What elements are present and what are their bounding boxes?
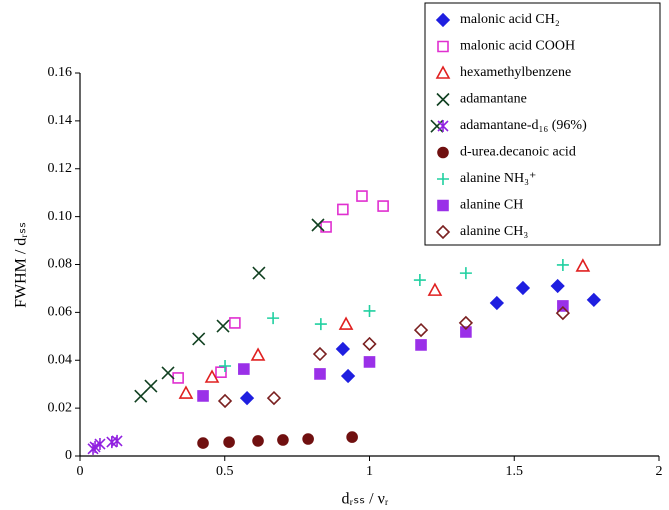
marker	[459, 267, 472, 280]
legend-label: adamantane-d₁₆ (96%)	[460, 118, 587, 133]
marker	[267, 312, 280, 325]
y-tick-label: 0.12	[48, 161, 73, 176]
legend-label: alanine CH	[460, 198, 523, 213]
marker	[217, 393, 233, 409]
legend-label: hexamethylbenzene	[460, 65, 571, 80]
y-tick-label: 0	[65, 448, 72, 463]
legend-marker	[437, 199, 449, 212]
y-axis-label: FWHM / dᵣₛₛ	[13, 222, 30, 308]
x-tick-label: 0	[77, 464, 84, 479]
y-tick-label: 0.06	[48, 305, 73, 320]
legend-label: adamantane	[460, 92, 527, 107]
marker	[197, 437, 209, 449]
y-tick-label: 0.08	[48, 257, 73, 272]
y-tick-label: 0.04	[48, 352, 73, 367]
legend-marker	[437, 120, 449, 132]
marker	[178, 385, 194, 399]
legend-marker	[437, 146, 449, 159]
marker	[314, 368, 326, 380]
legend-marker	[437, 40, 449, 53]
legend-marker	[435, 224, 451, 240]
marker	[250, 347, 266, 361]
marker	[252, 266, 266, 280]
marker	[111, 434, 123, 447]
y-tick-label: 0.10	[48, 209, 73, 224]
marker	[219, 359, 232, 372]
marker	[489, 295, 505, 311]
marker	[575, 258, 591, 272]
marker	[238, 363, 250, 375]
y-tick-label: 0.16	[48, 65, 73, 80]
marker	[338, 316, 354, 330]
marker	[363, 356, 376, 368]
x-tick-label: 1	[366, 464, 373, 479]
marker	[586, 292, 601, 308]
marker	[346, 431, 358, 443]
marker	[340, 368, 356, 384]
marker	[430, 119, 444, 133]
marker	[94, 438, 106, 451]
legend-marker	[437, 173, 449, 185]
marker	[335, 341, 350, 357]
marker	[252, 435, 264, 447]
marker	[356, 190, 368, 202]
marker	[362, 336, 377, 352]
marker	[515, 280, 531, 296]
x-axis-label: dᵣₛₛ / νᵣ	[342, 491, 389, 508]
marker	[172, 372, 184, 384]
marker	[215, 366, 227, 379]
legend-marker	[436, 92, 450, 107]
marker	[266, 390, 282, 406]
marker	[144, 379, 158, 393]
legend-label: alanine NH₃⁺	[460, 171, 536, 186]
marker	[239, 390, 255, 406]
marker	[550, 278, 565, 294]
marker	[458, 315, 474, 331]
y-tick-label: 0.02	[48, 400, 73, 415]
marker	[413, 322, 429, 338]
x-tick-label: 0.5	[216, 464, 234, 479]
marker	[377, 200, 389, 212]
marker	[555, 305, 571, 321]
marker	[314, 318, 327, 331]
marker	[216, 319, 230, 333]
marker	[427, 282, 443, 296]
marker	[192, 332, 206, 346]
marker	[415, 339, 427, 351]
y-tick-label: 0.14	[48, 113, 73, 128]
marker	[337, 203, 349, 216]
marker	[229, 317, 241, 329]
legend-label: alanine CH₃	[460, 224, 528, 239]
legend-label: malonic acid CH₂	[460, 12, 560, 27]
legend-box	[424, 2, 661, 246]
marker	[134, 389, 148, 403]
marker	[277, 434, 289, 446]
legend-label: malonic acid COOH	[460, 39, 575, 54]
marker	[302, 433, 314, 445]
marker	[557, 300, 569, 312]
marker	[312, 346, 328, 362]
marker	[204, 369, 220, 383]
marker	[311, 218, 325, 232]
marker	[161, 366, 175, 380]
marker	[413, 274, 426, 287]
marker	[363, 304, 376, 317]
x-tick-label: 2	[656, 464, 663, 479]
marker	[556, 258, 569, 271]
x-tick-label: 1.5	[506, 464, 524, 479]
marker	[223, 436, 235, 448]
legend-label: d-urea.decanoic acid	[460, 145, 576, 160]
marker	[197, 390, 209, 402]
legend-marker	[435, 65, 451, 79]
legend-marker	[435, 12, 451, 28]
